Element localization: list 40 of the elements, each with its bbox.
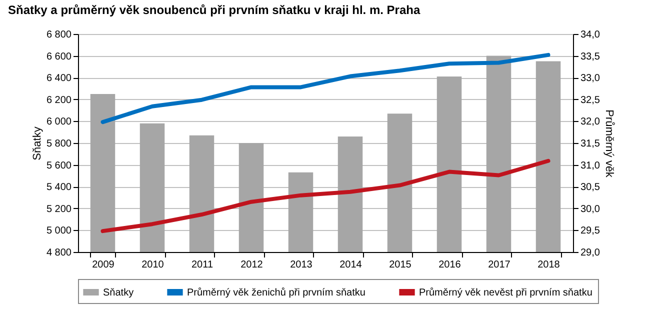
legend-label: Průměrný věk nevěst při prvním sňatku xyxy=(419,286,592,298)
x-tick-label: 2009 xyxy=(92,260,115,270)
y-tick-label: 5 200 xyxy=(46,204,72,215)
y2-tick-label: 29,5 xyxy=(580,226,600,237)
x-tick-label: 2017 xyxy=(488,260,511,270)
x-tick-label: 2013 xyxy=(290,260,313,270)
y2-tick-label: 33,0 xyxy=(580,73,600,84)
y2-axis-title: Průměrný věk xyxy=(602,110,615,178)
x-tick-label: 2015 xyxy=(389,260,412,270)
y-axis-title: Sňatky xyxy=(31,126,44,160)
y2-tick-label: 32,0 xyxy=(580,116,600,128)
y-tick-label: 6 200 xyxy=(46,94,72,106)
y2-tick-label: 34,0 xyxy=(580,30,600,40)
line-series xyxy=(100,52,550,124)
y2-tick-label: 29,0 xyxy=(580,248,600,258)
x-tick-label: 2010 xyxy=(142,260,164,270)
y-tick-label: 5 600 xyxy=(46,160,72,172)
y2-tick-label: 30,5 xyxy=(580,182,600,194)
x-tick-label: 2016 xyxy=(438,260,462,270)
y2-tick-label: 30,0 xyxy=(580,204,600,215)
y-tick-label: 6 400 xyxy=(46,73,72,84)
y-tick-label: 6 000 xyxy=(46,116,72,128)
legend-label: Sňatky xyxy=(103,287,134,298)
x-tick-label: 2018 xyxy=(538,260,560,270)
chart-title: Sňatky a průměrný věk snoubenců při prvním sňatku v kraji hl. m. Praha xyxy=(8,3,420,17)
legend-label: Průměrný věk ženichů při prvním sňatku xyxy=(187,286,366,298)
y2-tick-label: 31,5 xyxy=(580,138,600,150)
x-tick-label: 2011 xyxy=(191,260,214,270)
y-tick-label: 5 800 xyxy=(46,138,72,150)
y-tick-label: 5 400 xyxy=(46,182,72,194)
y-tick-label: 4 800 xyxy=(46,248,72,258)
y2-tick-label: 32,5 xyxy=(580,94,600,106)
y-tick-label: 6 600 xyxy=(46,51,72,62)
x-tick-label: 2012 xyxy=(240,260,264,270)
y2-tick-label: 31,0 xyxy=(580,160,600,172)
line-series xyxy=(100,158,550,234)
x-tick-label: 2014 xyxy=(340,260,362,270)
y-tick-label: 6 800 xyxy=(46,30,72,40)
y2-tick-label: 33,5 xyxy=(580,51,600,62)
y-tick-label: 5 000 xyxy=(46,226,72,237)
